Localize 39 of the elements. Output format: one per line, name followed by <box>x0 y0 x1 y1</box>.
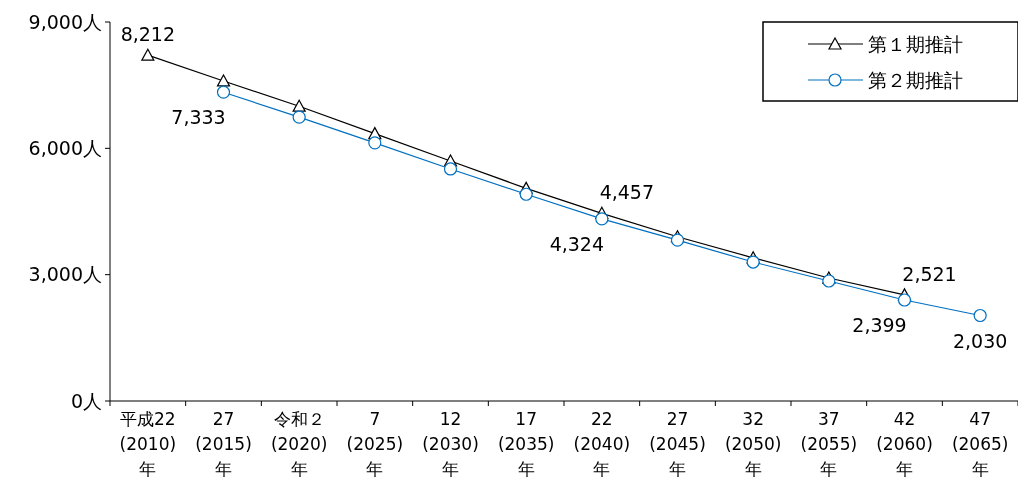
x-tick-label: 32 (2050) 年 <box>724 409 782 479</box>
point <box>368 136 382 150</box>
x-tick-label: 7 (2025) 年 <box>346 409 404 479</box>
data-label: 2,030 <box>952 329 1008 352</box>
x-tick-label: 27 (2045) 年 <box>649 409 706 479</box>
point <box>216 74 231 87</box>
data-label: 8,212 <box>120 23 176 46</box>
point <box>822 274 836 288</box>
data-label: 4,324 <box>549 232 605 255</box>
legend-label: 第２期推計 <box>868 68 963 91</box>
x-tick-label: 27 (2015) 年 <box>195 409 252 479</box>
point <box>670 233 685 247</box>
x-tick-label: 平成22 (2010) 年 <box>119 409 177 479</box>
point <box>897 293 912 307</box>
data-label: 2,521 <box>902 262 957 285</box>
point <box>292 110 306 124</box>
point <box>973 308 987 323</box>
y-tick-label: 3,000人 <box>28 263 102 286</box>
x-tick-label: 37 (2055) 年 <box>800 409 858 479</box>
x-tick-label: 22 (2040) 年 <box>573 409 631 479</box>
y-tick-label: 0人 <box>70 389 102 412</box>
point <box>216 85 231 99</box>
point <box>519 187 533 201</box>
x-tick-label: 12 (2030) 年 <box>422 409 479 479</box>
point <box>746 255 760 269</box>
point <box>141 48 155 61</box>
point <box>292 99 306 112</box>
data-label: 4,457 <box>599 181 655 204</box>
legend-label: 第１期推計 <box>868 32 963 55</box>
x-tick-label: 令和２ (2020) 年 <box>270 409 328 479</box>
y-tick-label: 6,000人 <box>28 136 102 159</box>
y-tick-label: 9,000人 <box>28 10 102 33</box>
data-label: 2,399 <box>852 313 907 336</box>
x-tick-label: 17 (2035) 年 <box>497 409 555 479</box>
point <box>595 212 609 226</box>
x-tick-label: 42 (2060) 年 <box>876 409 933 479</box>
point <box>443 162 458 176</box>
x-tick-label: 47 (2065) 年 <box>951 409 1009 479</box>
data-label: 7,333 <box>171 106 226 129</box>
